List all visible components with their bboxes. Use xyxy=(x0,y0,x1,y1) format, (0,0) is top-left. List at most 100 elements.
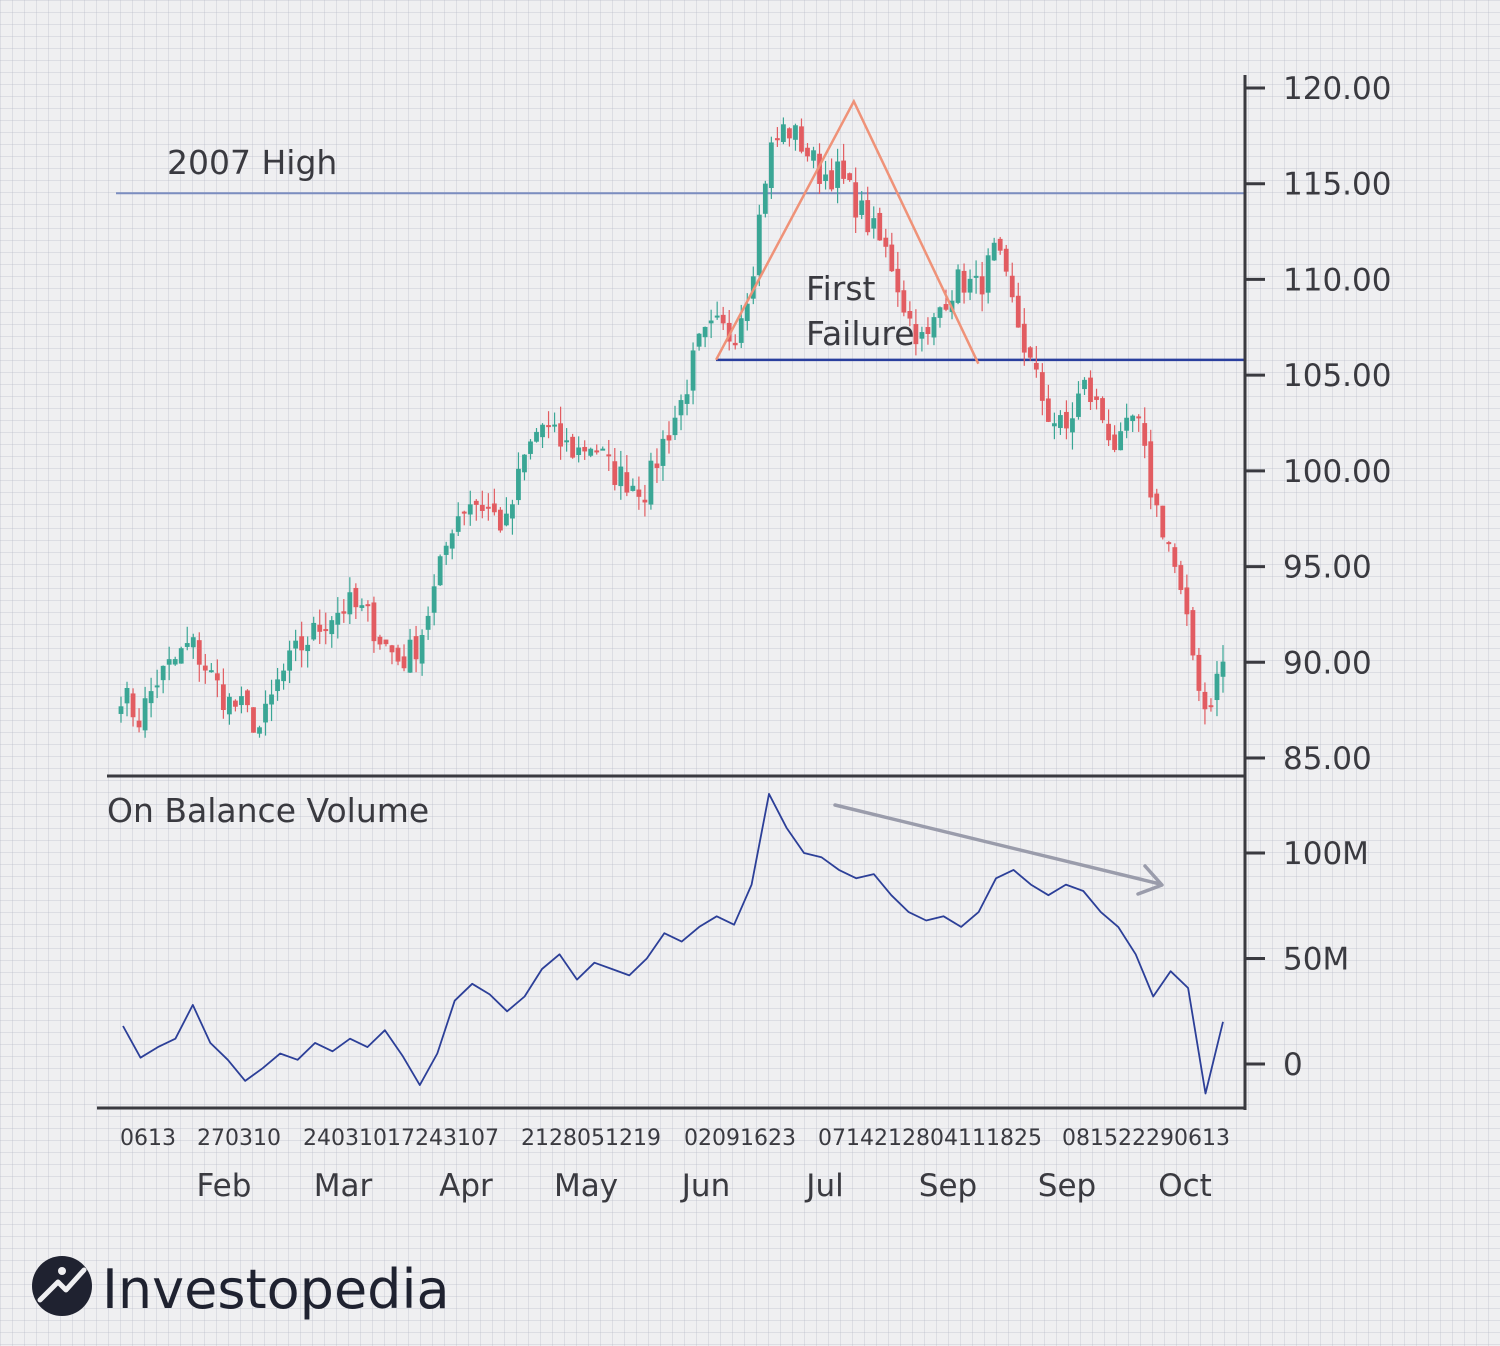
candle xyxy=(552,412,557,433)
month-label-oct: Oct xyxy=(1158,1168,1212,1204)
candle xyxy=(1184,574,1190,626)
candle xyxy=(263,690,268,736)
candle xyxy=(431,574,437,626)
price-tick-label: 95.00 xyxy=(1283,550,1372,586)
candle xyxy=(275,667,280,701)
candle xyxy=(485,493,491,521)
candle xyxy=(491,488,497,516)
candle xyxy=(871,206,877,239)
price-tick-label: 85.00 xyxy=(1283,741,1372,777)
candle xyxy=(660,430,666,481)
candle xyxy=(955,264,961,305)
candle xyxy=(1196,647,1202,702)
candle xyxy=(257,725,262,738)
candle xyxy=(600,446,606,451)
candle xyxy=(1076,381,1081,420)
candle xyxy=(359,598,365,612)
candle xyxy=(461,510,467,526)
candle xyxy=(612,447,618,491)
candle xyxy=(365,600,371,622)
candle xyxy=(154,669,160,699)
candle xyxy=(389,644,395,665)
candle xyxy=(142,686,148,738)
candle xyxy=(756,204,762,287)
candle xyxy=(401,644,407,672)
candle xyxy=(136,708,142,733)
month-label-jul: Jul xyxy=(804,1168,843,1204)
candle xyxy=(811,146,816,169)
candle xyxy=(233,699,238,712)
investopedia-logo: Investopedia xyxy=(32,1256,450,1321)
candle xyxy=(654,448,660,483)
candlestick-series xyxy=(118,117,1226,738)
candle xyxy=(1064,400,1069,440)
logo-text: Investopedia xyxy=(102,1258,450,1321)
month-label-sep-1: Sep xyxy=(919,1168,977,1204)
candle xyxy=(1009,262,1015,303)
obv-y-axis-ticks: 100M 50M 0 xyxy=(1245,836,1369,1083)
candle xyxy=(582,440,588,460)
candle xyxy=(395,644,401,666)
day-group-1: 0613 xyxy=(120,1126,176,1151)
candle xyxy=(1082,377,1087,395)
candle xyxy=(991,237,997,261)
candle xyxy=(901,280,907,317)
candle xyxy=(516,452,521,505)
candle xyxy=(732,334,738,350)
day-group-7: 081522290613 xyxy=(1062,1126,1230,1151)
candle xyxy=(160,665,166,694)
candle xyxy=(1142,407,1148,459)
candle xyxy=(329,616,335,648)
candle xyxy=(774,127,780,147)
candle xyxy=(684,379,690,416)
candle xyxy=(781,117,786,145)
candle xyxy=(829,158,834,192)
candle xyxy=(184,626,190,651)
candle xyxy=(762,180,768,218)
candle xyxy=(913,309,919,356)
candle xyxy=(1021,308,1027,366)
candle xyxy=(961,263,967,304)
obv-tick-label: 0 xyxy=(1283,1047,1303,1083)
candle xyxy=(166,646,172,681)
price-tick-label: 90.00 xyxy=(1283,645,1372,681)
month-label-feb: Feb xyxy=(197,1168,252,1204)
candle xyxy=(528,439,533,460)
candle xyxy=(281,663,286,690)
candle xyxy=(335,597,341,639)
day-group-3: 24031017243107 xyxy=(303,1126,499,1151)
candle xyxy=(690,342,696,405)
candle xyxy=(208,663,214,673)
candle xyxy=(455,502,461,536)
candle xyxy=(895,251,901,307)
price-tick-label: 105.00 xyxy=(1283,358,1391,394)
failure-label-line1: First xyxy=(806,269,876,308)
candle xyxy=(437,554,443,586)
candle xyxy=(1027,346,1033,361)
day-group-5: 02091623 xyxy=(684,1126,796,1151)
candle xyxy=(889,232,895,272)
price-tick-label: 100.00 xyxy=(1283,454,1391,490)
candle xyxy=(618,450,624,500)
month-label-jun: Jun xyxy=(680,1168,730,1204)
candle xyxy=(546,411,551,439)
candle xyxy=(443,541,449,565)
candle xyxy=(1003,244,1009,277)
candle xyxy=(1178,560,1184,595)
candle xyxy=(648,452,654,510)
candle xyxy=(178,646,184,664)
candle xyxy=(1130,414,1136,433)
candle xyxy=(799,118,804,154)
candle xyxy=(510,499,515,535)
candle xyxy=(720,306,726,331)
candle xyxy=(341,599,347,623)
candle xyxy=(630,478,636,492)
price-panel: 2007 High First Failure 120.00 115.00 110.… xyxy=(116,71,1391,777)
candle xyxy=(311,616,317,641)
candle xyxy=(202,653,208,684)
candle xyxy=(642,484,648,517)
candle xyxy=(1220,645,1226,693)
candle xyxy=(1148,429,1154,510)
candle xyxy=(239,686,244,714)
candle xyxy=(1094,388,1099,410)
